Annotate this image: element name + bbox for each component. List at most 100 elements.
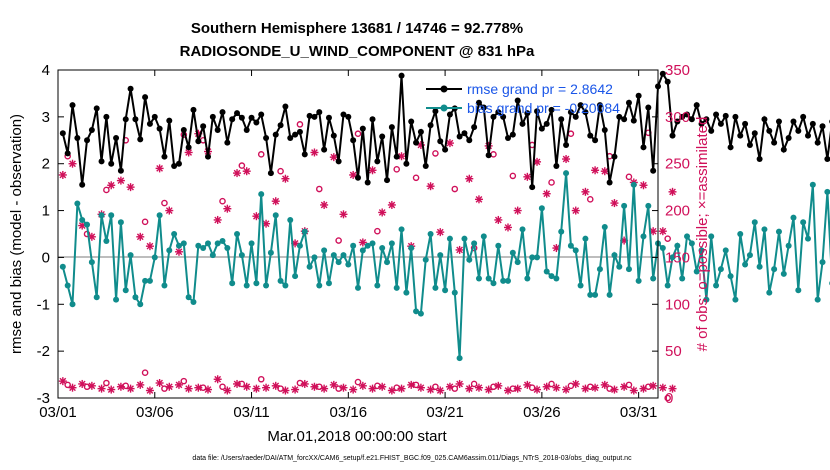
bias-point [756,263,763,270]
obs-bottom-assimilated-point [223,386,232,395]
bias-point [587,291,594,298]
obs-bottom-assimilated-point [252,384,261,393]
rmse-point [572,113,579,120]
bias-point [563,170,570,177]
y2-tick-label: 0 [665,390,673,407]
rmse-point [606,179,613,186]
obs-bottom-assimilated-point [591,383,600,392]
bias-point [325,280,332,287]
bias-point [698,247,705,254]
rmse-point [543,120,550,127]
rmse-point [408,118,415,125]
obs-bottom-assimilated-point [445,382,454,391]
rmse-point [761,116,768,123]
bias-point [350,242,357,249]
bias-point [717,266,724,273]
bias-point [413,308,420,315]
rmse-point [432,108,439,115]
bias-point [306,263,313,270]
obs-possible-point [625,173,633,181]
bias-point [137,301,144,308]
rmse-point [393,153,400,160]
obs-bottom-assimilated-point [78,379,87,388]
rmse-point [466,137,473,144]
rmse-point [161,153,168,160]
obs-bottom-assimilated-point [358,381,367,390]
rmse-point [340,111,347,118]
rmse-point [132,116,139,123]
bias-point [142,277,149,284]
rmse-point [272,131,279,138]
obs-bottom-possible-point [606,385,613,392]
rmse-point [795,127,802,134]
obs-bottom-assimilated-point [126,384,135,393]
obs-bottom-assimilated-point [542,382,551,391]
rmse-point [296,128,303,135]
bias-point [456,355,463,362]
obs-assimilated-point [262,219,271,228]
data-file-footnote: data file: /Users/raeder/DAI/ATM_forcXX/… [192,455,632,462]
obs-bottom-assimilated-point [184,384,193,393]
bias-point [156,212,163,219]
obs-bottom-assimilated-point [407,380,416,389]
rmse-point [461,130,468,137]
rmse-point [374,158,381,165]
rmse-point [800,113,807,120]
bias-point [340,252,347,259]
x-tick-label: 03/31 [620,404,658,421]
bias-point [795,287,802,294]
bias-point [596,266,603,273]
rmse-point [809,120,816,127]
obs-bottom-assimilated-point [136,380,145,389]
bias-point [625,266,632,273]
bias-point [330,252,337,259]
rmse-point [756,156,763,163]
rmse-point [122,116,129,123]
rmse-point [209,113,216,120]
bias-point [529,254,536,261]
rmse-point [485,152,492,159]
bias-point [408,245,415,252]
rmse-point [359,125,366,132]
bias-point [369,240,376,247]
rmse-point [717,120,724,127]
obs-bottom-assimilated-point [465,384,474,393]
y-tick-label: 0 [42,249,50,266]
obs-assimilated-point [58,170,67,179]
bias-point [669,254,676,261]
bias-point [785,242,792,249]
bias-point [272,212,279,219]
rmse-point [369,116,376,123]
rmse-point [59,130,66,137]
bias-point [645,202,652,209]
rmse-point [824,156,830,163]
rmse-point [190,106,197,113]
obs-assimilated-point [436,228,445,237]
rmse-point [355,174,361,181]
x-tick-label: 03/01 [39,404,77,421]
bias-point [737,231,744,237]
rmse-point [495,109,502,116]
rmse-point [669,132,676,139]
obs-assimilated-point [494,215,503,224]
bias-point [524,275,531,282]
obs-bottom-assimilated-point [378,382,387,391]
rmse-point [321,146,328,153]
obs-assimilated-point [571,206,580,215]
bias-point [664,282,671,289]
bias-point [684,233,691,240]
bias-point [238,252,245,259]
bias-point [287,216,294,223]
bias-point [214,240,221,247]
obs-bottom-possible-point [257,375,265,383]
rmse-point [384,177,391,184]
bias-point [417,310,424,317]
obs-assimilated-point [378,208,387,217]
rmse-point [282,103,289,110]
obs-bottom-assimilated-point [668,384,677,393]
bias-point [84,221,91,228]
bias-point [548,273,555,280]
obs-bottom-possible-point [470,380,478,388]
y2-tick-label: 300 [665,109,690,126]
bias-point [345,261,352,268]
